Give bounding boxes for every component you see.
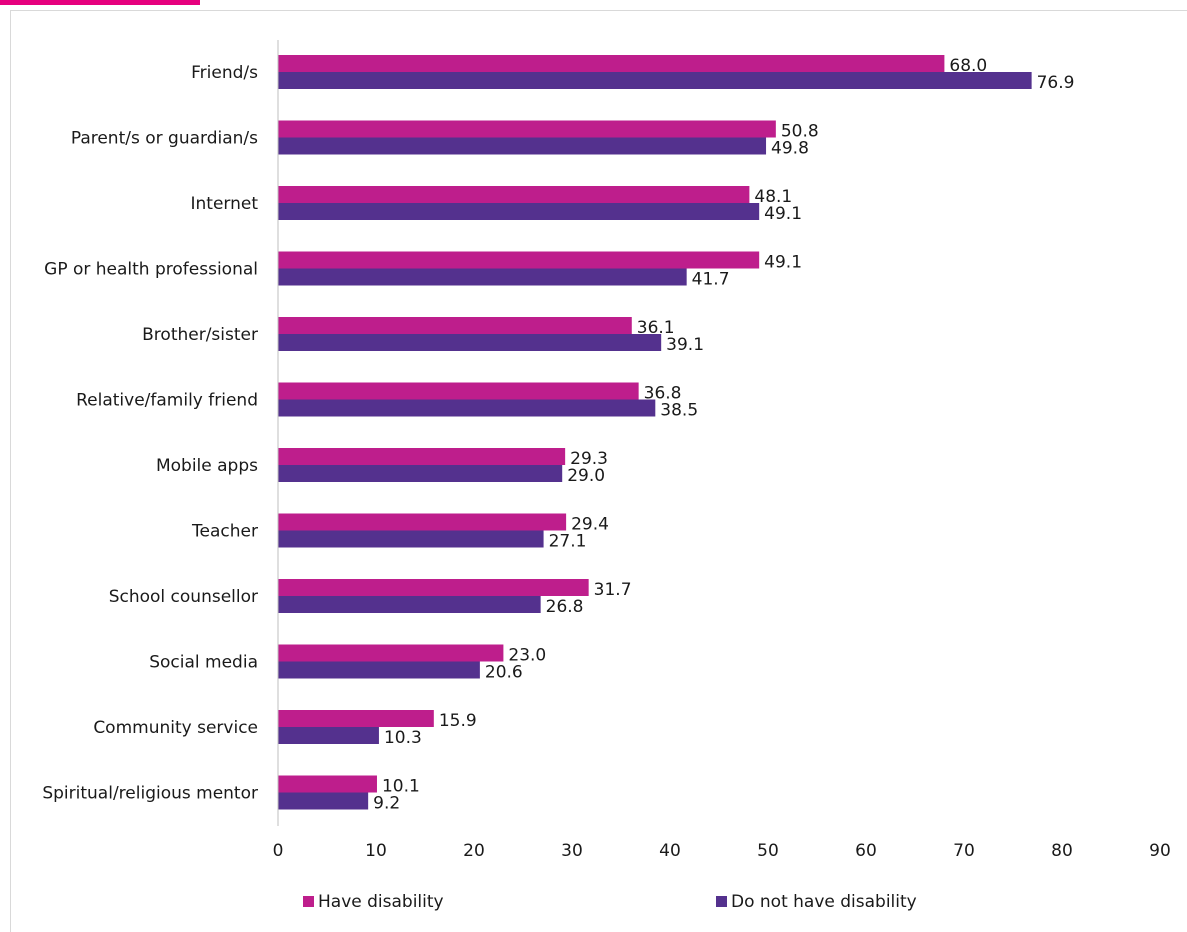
bar-no-disability-6 xyxy=(278,465,563,482)
header-accent-strip xyxy=(0,0,200,5)
value-label-no-disability-8: 26.8 xyxy=(546,597,584,617)
value-label-have-disability-8: 31.7 xyxy=(594,580,632,600)
value-label-no-disability-3: 41.7 xyxy=(692,270,730,290)
x-tick-label-80: 80 xyxy=(1051,841,1073,861)
value-label-no-disability-4: 39.1 xyxy=(666,335,704,355)
category-label-3: GP or health professional xyxy=(44,260,258,280)
value-label-no-disability-6: 29.0 xyxy=(567,466,605,486)
value-label-have-disability-11: 10.1 xyxy=(382,777,420,797)
value-label-have-disability-3: 49.1 xyxy=(764,253,802,273)
value-label-have-disability-6: 29.3 xyxy=(570,449,608,469)
x-tick-label-10: 10 xyxy=(365,841,387,861)
legend-swatch-have-disability xyxy=(303,896,314,907)
legend-swatch-no-disability xyxy=(716,896,727,907)
value-label-no-disability-10: 10.3 xyxy=(384,728,422,748)
bar-have-disability-1 xyxy=(278,120,776,138)
bar-no-disability-3 xyxy=(278,268,687,286)
bar-have-disability-4 xyxy=(278,317,632,334)
category-label-9: Social media xyxy=(149,653,258,673)
value-label-have-disability-4: 36.1 xyxy=(637,318,675,338)
bar-have-disability-6 xyxy=(278,448,566,465)
bars-group xyxy=(278,55,1032,810)
x-tick-label-60: 60 xyxy=(855,841,877,861)
value-label-no-disability-2: 49.1 xyxy=(764,204,802,224)
bar-no-disability-5 xyxy=(278,399,656,417)
bar-no-disability-4 xyxy=(278,334,662,351)
value-label-no-disability-1: 49.8 xyxy=(771,139,809,159)
bar-no-disability-11 xyxy=(278,792,369,810)
value-label-no-disability-0: 76.9 xyxy=(1037,73,1075,93)
category-label-2: Internet xyxy=(190,194,258,214)
value-label-have-disability-5: 36.8 xyxy=(644,384,682,404)
value-label-have-disability-0: 68.0 xyxy=(949,56,987,76)
bar-have-disability-3 xyxy=(278,251,760,269)
category-label-1: Parent/s or guardian/s xyxy=(71,129,258,149)
x-tick-label-50: 50 xyxy=(757,841,779,861)
bar-no-disability-1 xyxy=(278,137,767,155)
x-tick-label-40: 40 xyxy=(659,841,681,861)
value-label-have-disability-9: 23.0 xyxy=(508,646,546,666)
value-label-no-disability-11: 9.2 xyxy=(373,794,400,814)
chart-frame xyxy=(10,10,1187,932)
x-tick-label-70: 70 xyxy=(953,841,975,861)
category-label-6: Mobile apps xyxy=(156,456,258,476)
bar-no-disability-10 xyxy=(278,727,379,744)
bar-no-disability-0 xyxy=(278,72,1032,89)
category-label-11: Spiritual/religious mentor xyxy=(42,784,258,804)
bar-have-disability-5 xyxy=(278,382,639,400)
legend-label-have-disability: Have disability xyxy=(318,892,444,912)
legend: Have disability Do not have disability xyxy=(303,892,917,912)
bar-have-disability-7 xyxy=(278,513,567,531)
bar-have-disability-11 xyxy=(278,775,377,793)
bar-have-disability-0 xyxy=(278,55,945,72)
category-label-10: Community service xyxy=(93,718,258,738)
bar-no-disability-2 xyxy=(278,203,760,220)
category-labels-group: Friend/s Parent/s or guardian/s Internet GP… xyxy=(42,63,258,804)
category-label-0: Friend/s xyxy=(191,63,258,83)
value-label-have-disability-10: 15.9 xyxy=(439,711,477,731)
category-label-5: Relative/family friend xyxy=(76,391,258,411)
category-label-7: Teacher xyxy=(191,522,258,542)
x-tick-labels-group: 0 10 20 30 40 50 60 70 80 90 xyxy=(273,841,1171,861)
x-tick-label-0: 0 xyxy=(273,841,284,861)
value-label-have-disability-1: 50.8 xyxy=(781,122,819,142)
bar-have-disability-8 xyxy=(278,579,589,596)
bar-no-disability-7 xyxy=(278,530,544,548)
value-labels-group: 68.076.950.849.848.149.149.141.736.139.1… xyxy=(373,56,1074,814)
bar-no-disability-9 xyxy=(278,661,480,679)
bar-have-disability-2 xyxy=(278,186,750,203)
bar-have-disability-9 xyxy=(278,644,504,662)
bar-have-disability-10 xyxy=(278,710,434,727)
category-label-8: School counsellor xyxy=(109,587,258,607)
x-tick-label-30: 30 xyxy=(561,841,583,861)
value-label-no-disability-9: 20.6 xyxy=(485,663,523,683)
x-tick-label-90: 90 xyxy=(1149,841,1171,861)
value-label-no-disability-7: 27.1 xyxy=(549,532,587,552)
value-label-have-disability-2: 48.1 xyxy=(754,187,792,207)
category-label-4: Brother/sister xyxy=(142,325,258,345)
legend-label-no-disability: Do not have disability xyxy=(731,892,917,912)
x-tick-label-20: 20 xyxy=(463,841,485,861)
value-label-have-disability-7: 29.4 xyxy=(571,515,609,535)
value-label-no-disability-5: 38.5 xyxy=(660,401,698,421)
bar-no-disability-8 xyxy=(278,596,541,613)
